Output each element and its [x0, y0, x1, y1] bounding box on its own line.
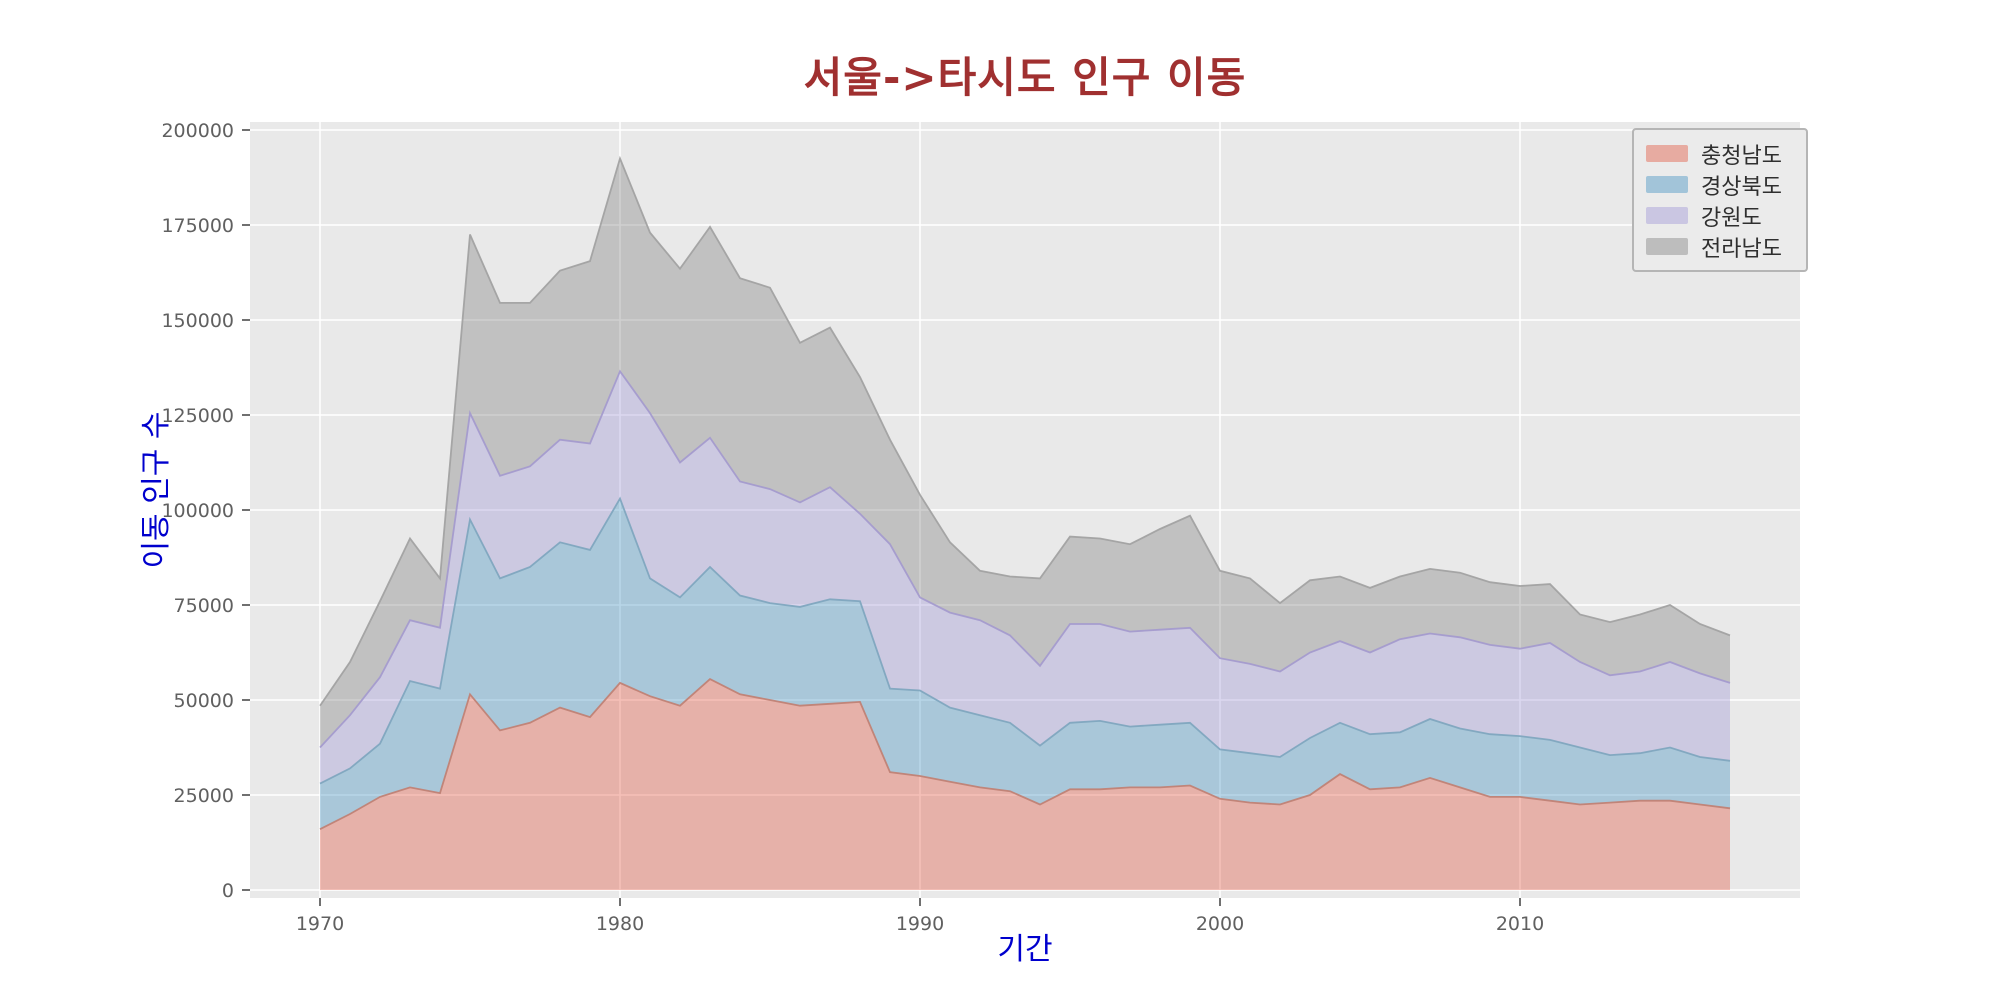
- legend-item: 전라남도: [1646, 231, 1794, 262]
- legend-swatch-icon: [1646, 207, 1688, 224]
- y-tick-label: 75000: [174, 595, 234, 617]
- y-tick-label: 100000: [161, 500, 234, 522]
- x-axis-label: 기간: [997, 932, 1053, 967]
- legend-label: 강원도: [1701, 205, 1762, 231]
- series-edge-충청남도: [319, 678, 1731, 831]
- x-tick-label: 1970: [296, 913, 344, 935]
- y-tick-label: 125000: [161, 405, 234, 427]
- series-edge-강원도: [319, 369, 1731, 749]
- y-tick-label: 200000: [161, 120, 234, 142]
- chart-title: 서울->타시도 인구 이동: [803, 53, 1247, 102]
- y-axis-label-text: 이동 인구 수: [139, 411, 174, 569]
- x-tick-label: 1980: [596, 913, 644, 935]
- legend-label: 경상북도: [1701, 174, 1782, 200]
- x-tick-label: 2010: [1496, 913, 1544, 935]
- legend-item: 충청남도: [1646, 138, 1794, 169]
- legend-swatch-icon: [1646, 145, 1688, 162]
- y-tick-label: 175000: [161, 215, 234, 237]
- y-tick-label: 0: [222, 880, 234, 902]
- legend-label: 전라남도: [1701, 236, 1782, 262]
- legend-swatch-icon: [1646, 176, 1688, 193]
- legend-label: 충청남도: [1701, 143, 1782, 169]
- legend-item: 경상북도: [1646, 169, 1794, 200]
- x-tick-label: 2000: [1196, 913, 1244, 935]
- legend-swatch-icon: [1646, 238, 1688, 255]
- series-area-충청남도: [320, 679, 1730, 890]
- y-tick-label: 150000: [161, 310, 234, 332]
- series-edge-경상북도: [319, 496, 1731, 785]
- series-area-전라남도: [320, 158, 1730, 748]
- legend-item: 강원도: [1646, 200, 1794, 231]
- y-tick-label: 50000: [174, 690, 234, 712]
- y-tick-label: 25000: [174, 785, 234, 807]
- x-tick-label: 1990: [896, 913, 944, 935]
- series-area-강원도: [320, 371, 1730, 784]
- series-edge-전라남도: [319, 155, 1731, 707]
- series-area-경상북도: [320, 498, 1730, 830]
